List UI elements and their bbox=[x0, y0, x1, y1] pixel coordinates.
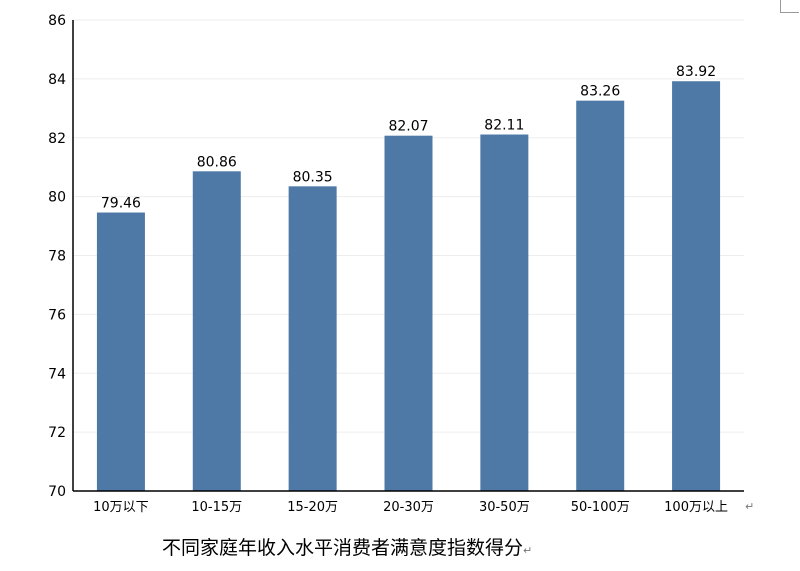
y-tick-label: 84 bbox=[48, 72, 66, 88]
x-category-label: 20-30万 bbox=[383, 500, 434, 515]
paragraph-mark: ↵ bbox=[745, 500, 755, 513]
y-tick-label: 70 bbox=[48, 484, 66, 500]
caption-text: 不同家庭年收入水平消费者满意度指数得分 bbox=[162, 537, 524, 559]
y-tick-label: 72 bbox=[48, 425, 66, 441]
data-label: 83.92 bbox=[676, 64, 716, 80]
data-label: 80.86 bbox=[197, 154, 237, 170]
x-category-label: 10-15万 bbox=[191, 500, 242, 515]
data-label: 82.07 bbox=[388, 119, 428, 135]
paragraph-mark: ↵ bbox=[523, 544, 533, 557]
bar bbox=[480, 134, 529, 491]
data-label: 82.11 bbox=[484, 118, 524, 134]
bar-chart: 70 72 74 76 78 80 82 84 86 79.46 80.86 80.35 82.07 8… bbox=[48, 13, 744, 515]
bar bbox=[576, 100, 625, 491]
x-axis-category-labels: 10万以下 10-15万 15-20万 20-30万 30-50万 50-100万 100万… bbox=[93, 500, 728, 515]
bars bbox=[96, 81, 721, 492]
bar bbox=[288, 186, 337, 491]
y-tick-label: 86 bbox=[48, 13, 66, 29]
bar bbox=[384, 135, 433, 491]
bar bbox=[192, 171, 241, 491]
x-category-label: 15-20万 bbox=[287, 500, 338, 515]
data-label: 83.26 bbox=[580, 84, 620, 100]
data-label: 79.46 bbox=[101, 196, 141, 212]
y-tick-label: 80 bbox=[48, 190, 66, 206]
x-category-label: 50-100万 bbox=[571, 500, 630, 515]
y-axis-tick-labels: 70 72 74 76 78 80 82 84 86 bbox=[48, 13, 66, 500]
figure-caption: 不同家庭年收入水平消费者满意度指数得分↵ bbox=[162, 533, 532, 560]
y-tick-label: 74 bbox=[48, 366, 66, 382]
data-label: 80.35 bbox=[293, 169, 333, 185]
bar bbox=[96, 212, 145, 492]
bar bbox=[672, 81, 721, 491]
x-category-label: 10万以下 bbox=[93, 500, 149, 515]
corner-crop-mark bbox=[780, 0, 799, 13]
x-category-label: 30-50万 bbox=[479, 500, 530, 515]
data-labels: 79.46 80.86 80.35 82.07 82.11 83.26 83.92 bbox=[101, 64, 716, 211]
x-category-label: 100万以上 bbox=[664, 500, 728, 515]
y-tick-label: 82 bbox=[48, 131, 66, 147]
y-tick-label: 78 bbox=[48, 249, 66, 265]
y-tick-label: 76 bbox=[48, 307, 66, 323]
